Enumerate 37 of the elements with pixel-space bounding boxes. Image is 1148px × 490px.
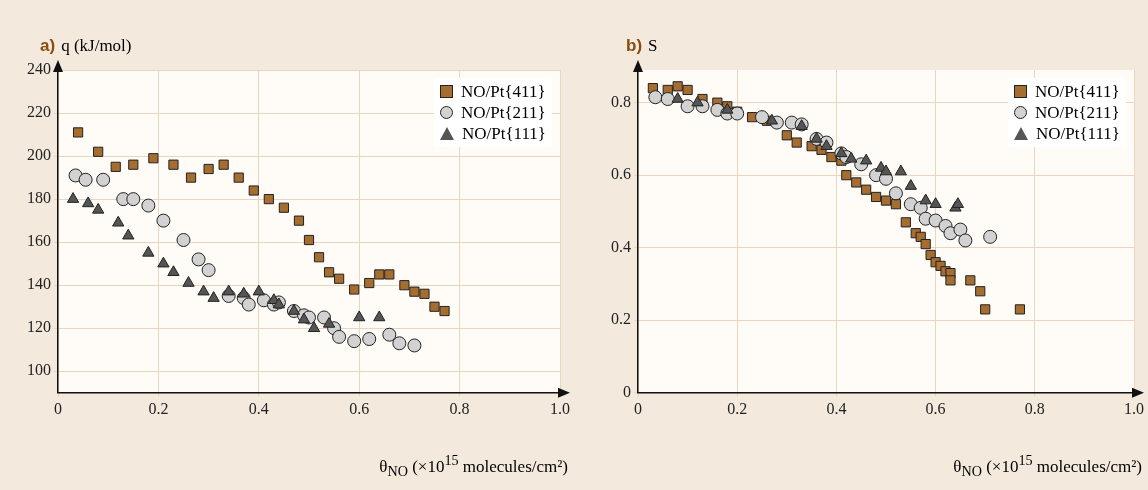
legend-label: NO/Pt{111} (1035, 123, 1120, 144)
y-tick-label: 0.8 (611, 92, 631, 110)
x-tick-label: 0.8 (1024, 399, 1045, 417)
x-tick-label: 0 (634, 399, 642, 417)
x-axis-title: θ$_{NO}$ (×10$^{15}$ molecules/cm²) (379, 452, 568, 481)
x-axis-title: θ$_{NO}$ (×10$^{15}$ molecules/cm²) (953, 452, 1142, 481)
x-tick-label: 1.0 (550, 399, 570, 417)
chart-title: a) (40, 36, 56, 55)
x-tick-label: 0.6 (349, 399, 370, 417)
x-tick-label: 0.4 (826, 399, 847, 417)
x-tick-label: 0.8 (449, 399, 470, 417)
y-tick-label: 0 (623, 383, 631, 400)
y-tick-label: 140 (27, 275, 51, 293)
chart-title: b) (626, 36, 643, 55)
legend-label: NO/Pt{211} (1034, 102, 1120, 123)
x-tick-label: 0.4 (248, 399, 269, 417)
legend-label: NO/Pt{211} (460, 102, 546, 123)
y-tick-label: 0.2 (611, 310, 631, 328)
x-tick-label: 0.2 (727, 399, 748, 417)
y-tick-label: 120 (27, 318, 51, 336)
legend-label: NO/Pt{111} (461, 123, 546, 144)
y-tick-label: 100 (27, 361, 51, 379)
x-tick-label: 0 (54, 399, 62, 417)
x-tick-label: 0.6 (925, 399, 946, 417)
y-tick-label: 200 (27, 146, 51, 164)
y-tick-label: 0.6 (611, 165, 631, 183)
y-tick-label: 0.4 (611, 237, 631, 255)
y-tick-label: 180 (27, 189, 51, 207)
legend-label: NO/Pt{411} (1034, 81, 1120, 102)
x-tick-label: 0.2 (148, 399, 169, 417)
y-tick-label: 220 (27, 103, 51, 121)
x-tick-label: 1.0 (1124, 399, 1144, 417)
y-axis-title: q (kJ/mol) (61, 36, 132, 55)
y-axis-title: S (648, 36, 658, 55)
y-tick-label: 160 (27, 232, 51, 250)
y-tick-label: 240 (27, 60, 51, 78)
legend-label: NO/Pt{411} (460, 81, 546, 102)
